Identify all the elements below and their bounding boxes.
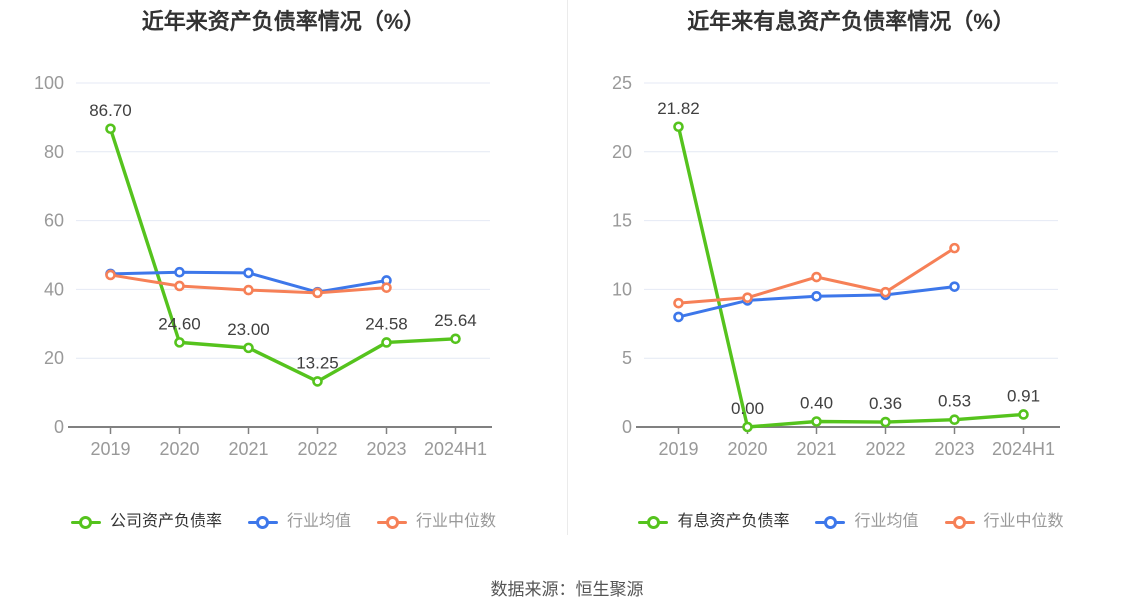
legend-label-company: 公司资产负债率 xyxy=(109,513,222,530)
legend-item-company-asset-liability[interactable]: 公司资产负债率 xyxy=(70,512,222,532)
x-axis-label: 2020 xyxy=(727,439,767,459)
y-axis-label: 20 xyxy=(44,348,64,368)
chart-title-asset-liability: 近年来资产负债率情况（%） xyxy=(141,9,426,34)
industry-mean-data-point[interactable] xyxy=(811,290,822,302)
y-axis-label: 10 xyxy=(612,279,632,299)
interest-bearing-liability-plot: 0 5 10 15 20 25 2019 2020 2021 2022 2023 2024H1 21.8… xyxy=(612,73,1060,459)
data-point-label: 0.00 xyxy=(731,399,764,418)
x-axis-label: 2023 xyxy=(934,439,974,459)
company-data-point[interactable] xyxy=(105,123,116,135)
data-point-label: 13.25 xyxy=(296,353,339,372)
y-axis-label: 0 xyxy=(54,417,64,437)
industry-median-series-legend-icon xyxy=(944,515,975,529)
industry-median-data-point[interactable] xyxy=(312,287,323,299)
industry-mean-data-point[interactable] xyxy=(673,311,684,323)
industry-median-data-point[interactable] xyxy=(880,286,891,298)
company-data-point[interactable] xyxy=(742,421,753,433)
legend-interest-bearing: 有息资产负债率 行业均值 行业中位数 xyxy=(568,509,1134,535)
company-data-point[interactable] xyxy=(174,337,185,348)
industry-median-data-point[interactable] xyxy=(243,284,254,296)
company-data-point[interactable] xyxy=(673,121,684,133)
y-axis-label: 60 xyxy=(44,211,64,231)
legend-label-industry-mean: 行业均值 xyxy=(854,513,919,530)
x-axis-label: 2022 xyxy=(297,439,337,459)
legend-item-industry-median[interactable]: 行业中位数 xyxy=(944,512,1064,532)
x-axis-label: 2019 xyxy=(90,439,130,459)
legend-item-industry-mean[interactable]: 行业均值 xyxy=(247,512,351,532)
industry-median-data-point[interactable] xyxy=(174,280,185,292)
y-axis-label: 25 xyxy=(612,73,632,93)
data-point-label: 86.70 xyxy=(89,101,132,120)
company-data-point[interactable] xyxy=(880,416,891,428)
x-axis-label: 2023 xyxy=(366,439,406,459)
company-data-point[interactable] xyxy=(312,376,323,387)
data-point-label: 0.40 xyxy=(800,393,833,412)
data-point-label: 0.91 xyxy=(1007,386,1040,405)
chart-title-interest-bearing: 近年来有息资产负债率情况（%） xyxy=(687,9,1015,34)
legend-item-company-interest-bearing[interactable]: 有息资产负债率 xyxy=(638,512,789,532)
company-data-point[interactable] xyxy=(450,333,461,345)
data-point-label: 23.00 xyxy=(227,320,270,339)
legend-item-industry-mean[interactable]: 行业均值 xyxy=(815,512,919,532)
data-point-label: 21.82 xyxy=(657,99,700,118)
data-point-label: 24.58 xyxy=(365,314,408,333)
industry-median-data-point[interactable] xyxy=(105,269,116,281)
y-axis-label: 15 xyxy=(612,211,632,231)
x-axis-label: 2024H1 xyxy=(424,439,487,459)
data-point-label: 0.36 xyxy=(869,394,902,413)
legend-label-company: 有息资产负债率 xyxy=(677,513,790,530)
company-series-legend-icon xyxy=(638,515,669,529)
y-axis-label: 40 xyxy=(44,279,64,299)
x-axis-label: 2020 xyxy=(159,439,199,459)
industry-median-data-point[interactable] xyxy=(811,271,822,283)
asset-liability-plot: 0 20 40 60 80 100 2019 2020 2021 2022 2023 2024H1 86… xyxy=(34,73,492,459)
x-axis-label: 2021 xyxy=(796,439,836,459)
data-source-note: 数据来源：恒生聚源 xyxy=(490,580,644,599)
x-axis-label: 2019 xyxy=(658,439,698,459)
industry-median-data-point[interactable] xyxy=(381,282,392,293)
company-data-point[interactable] xyxy=(949,414,960,426)
y-axis-label: 80 xyxy=(44,142,64,162)
industry-mean-data-point[interactable] xyxy=(949,281,960,292)
x-axis-label: 2022 xyxy=(865,439,905,459)
charts-row: 近年来资产负债率情况（%） 0 20 40 60 80 100 2019 2020 2021 20… xyxy=(0,0,1134,535)
legend-label-industry-mean: 行业均值 xyxy=(286,513,351,530)
company-series-line xyxy=(108,127,458,384)
legend-label-industry-median: 行业中位数 xyxy=(983,513,1064,530)
data-point-label: 0.53 xyxy=(938,392,971,411)
asset-liability-chart-panel: 近年来资产负债率情况（%） 0 20 40 60 80 100 2019 2020 2021 20… xyxy=(0,0,567,535)
industry-median-data-point[interactable] xyxy=(949,242,960,254)
x-axis-label: 2021 xyxy=(228,439,268,459)
y-axis-label: 5 xyxy=(622,348,632,368)
industry-median-data-point[interactable] xyxy=(673,297,684,309)
x-axis-label: 2024H1 xyxy=(992,439,1055,459)
industry-mean-data-point[interactable] xyxy=(174,266,185,278)
data-point-label: 24.60 xyxy=(158,314,201,333)
company-series-legend-icon xyxy=(70,515,101,529)
y-axis-label: 20 xyxy=(612,142,632,162)
company-series-line xyxy=(676,125,1026,429)
industry-mean-series-legend-icon xyxy=(815,515,846,529)
industry-mean-series-legend-icon xyxy=(247,515,278,529)
legend-asset-liability: 公司资产负债率 行业均值 行业中位数 xyxy=(0,509,567,535)
legend-label-industry-median: 行业中位数 xyxy=(416,513,497,530)
data-point-label: 25.64 xyxy=(434,311,477,330)
company-data-point[interactable] xyxy=(1018,409,1029,420)
interest-bearing-liability-chart-panel: 近年来有息资产负债率情况（%） 0 5 10 15 20 25 2019 2020 2021 20… xyxy=(567,0,1134,535)
company-data-point[interactable] xyxy=(243,342,254,354)
industry-median-data-point[interactable] xyxy=(742,292,753,303)
y-axis-label: 100 xyxy=(34,73,64,93)
legend-item-industry-median[interactable]: 行业中位数 xyxy=(377,512,496,532)
industry-median-series-legend-icon xyxy=(377,515,407,529)
y-axis-label: 0 xyxy=(622,417,632,437)
company-data-point[interactable] xyxy=(381,337,392,348)
company-data-point[interactable] xyxy=(811,416,822,427)
industry-mean-data-point[interactable] xyxy=(243,267,254,279)
